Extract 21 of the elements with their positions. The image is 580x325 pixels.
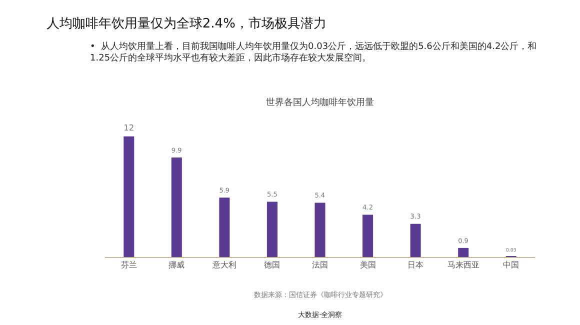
bar bbox=[266, 202, 278, 257]
bar bbox=[458, 248, 469, 257]
bar bbox=[362, 214, 374, 257]
bar bbox=[314, 202, 326, 257]
x-tick-label: 日本 bbox=[408, 260, 424, 270]
x-tick-label: 法国 bbox=[312, 260, 328, 270]
x-tick-label: 中国 bbox=[503, 260, 520, 270]
x-tick-label: 芬兰 bbox=[120, 260, 137, 270]
x-tick-label: 马来西亚 bbox=[447, 260, 480, 270]
x-tick-label: 德国 bbox=[264, 260, 280, 270]
x-tick-label: 意大利 bbox=[211, 260, 236, 270]
chart-subtitle: • 从人均饮用量上看，目前我国咖啡人均年饮用量仅为0.03公斤，远远低于欧盟的5.6公斤和美国的4.2公斤，和 1.25公斤的全球平均水平也有较大差距，因此市场存在较大发展空间。 bbox=[90, 41, 537, 64]
chart-title: 人均咖啡年饮用量仅为全球2.4%，市场极具潜力 bbox=[46, 16, 326, 32]
x-tick-label: 美国 bbox=[360, 260, 376, 270]
bar bbox=[219, 198, 230, 257]
bar bbox=[171, 157, 182, 257]
data-label: 12 bbox=[124, 122, 134, 133]
x-tick-label: 挪威 bbox=[168, 260, 185, 270]
bar bbox=[410, 224, 421, 257]
bar bbox=[124, 136, 134, 257]
text: 世界各国人均咖啡年饮用量 bbox=[266, 97, 374, 108]
